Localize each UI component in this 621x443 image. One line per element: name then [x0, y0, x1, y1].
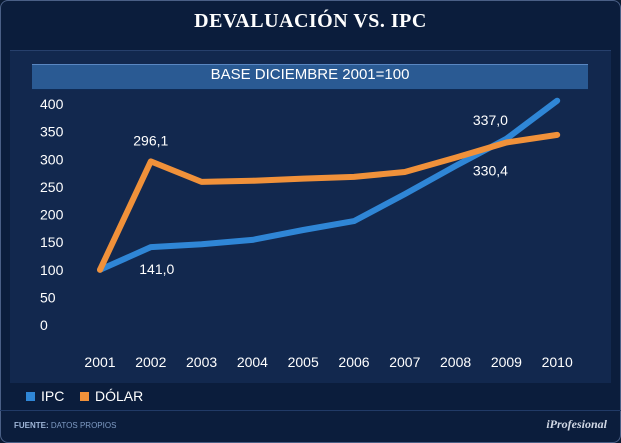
- data-label: 296,1: [133, 132, 168, 148]
- data-labels: 296,1 141,0 337,0 330,4: [133, 112, 508, 277]
- source-note: FUENTE: DATOS PROPIOS: [14, 421, 116, 430]
- legend-label-ipc: IPC: [41, 388, 65, 404]
- y-tick-label: 350: [40, 124, 64, 140]
- chart-subtitle: BASE DICIEMBRE 2001=100: [210, 66, 410, 83]
- x-tick-label: 2004: [237, 354, 268, 370]
- x-tick-label: 2007: [389, 354, 420, 370]
- data-label: 330,4: [473, 162, 508, 178]
- y-tick-label: 50: [40, 289, 56, 305]
- x-tick-label: 2001: [84, 354, 115, 370]
- page-title: DEVALUACIÓN VS. IPC: [194, 10, 427, 32]
- x-tick-label: 2010: [542, 354, 573, 370]
- x-axis-ticks: 2001 2002 2003 2004 2005 2006 2007 2008 2009 2010: [84, 354, 573, 370]
- x-tick-label: 2005: [288, 354, 319, 370]
- legend-item-dolar: DÓLAR: [80, 388, 143, 404]
- y-tick-label: 300: [40, 151, 64, 167]
- x-tick-label: 2009: [491, 354, 522, 370]
- data-label: 337,0: [473, 112, 508, 128]
- y-tick-label: 400: [40, 96, 64, 112]
- y-tick-label: 0: [40, 317, 48, 333]
- x-tick-label: 2008: [440, 354, 471, 370]
- y-tick-label: 200: [40, 207, 64, 223]
- series-line-dlar: [97, 131, 561, 273]
- y-tick-label: 100: [40, 262, 64, 278]
- y-tick-label: 150: [40, 234, 64, 250]
- legend-swatch-dolar: [80, 391, 89, 401]
- legend-item-ipc: IPC: [26, 388, 64, 404]
- source-label: FUENTE:: [14, 421, 49, 430]
- x-tick-label: 2006: [338, 354, 369, 370]
- series-lines: [97, 97, 561, 273]
- y-tick-label: 250: [40, 179, 64, 195]
- brand-logo: iProfesional: [546, 417, 607, 431]
- subtitle-band: [32, 64, 588, 90]
- x-tick-label: 2003: [186, 354, 217, 370]
- legend-swatch-ipc: [26, 391, 35, 401]
- plot-panel: [10, 50, 611, 383]
- source-text: DATOS PROPIOS: [50, 421, 117, 430]
- y-axis-ticks: 0 50 100 150 200 250 300 350 400: [40, 96, 64, 333]
- footer-divider: [0, 410, 621, 411]
- legend-label-dolar: DÓLAR: [95, 388, 144, 404]
- data-label: 141,0: [139, 261, 174, 277]
- x-tick-label: 2002: [135, 354, 166, 370]
